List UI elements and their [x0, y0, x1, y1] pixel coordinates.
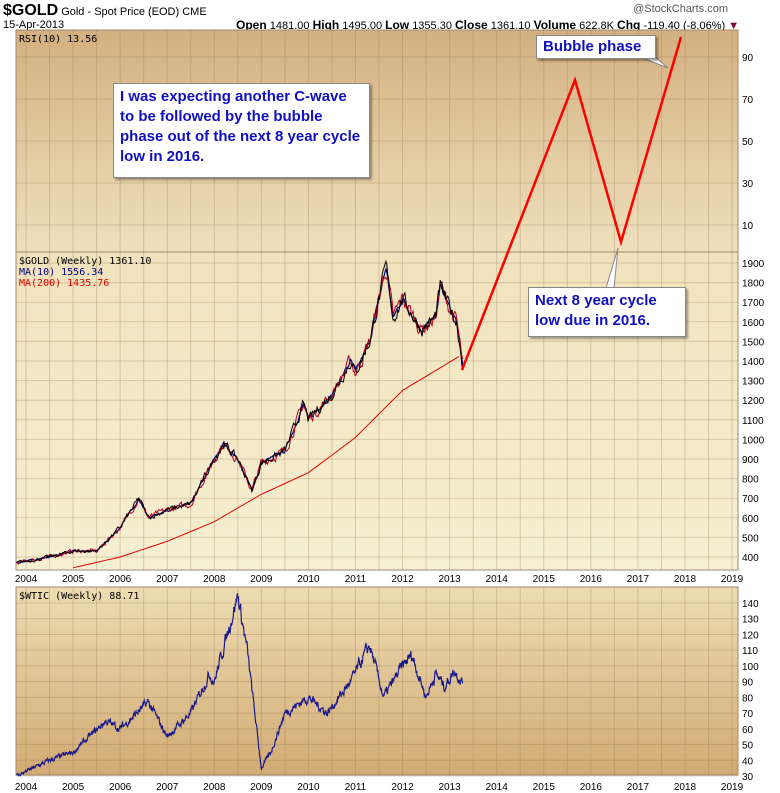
y-tick-label: 1800: [742, 279, 765, 290]
x-tick-label: 2008: [203, 574, 226, 585]
y-tick-label: 1000: [742, 435, 765, 446]
y-tick-label: 70: [742, 709, 754, 720]
x-tick-label: 2012: [391, 782, 414, 793]
x-tick-label: 2004: [15, 782, 38, 793]
y-tick-label: 30: [742, 179, 754, 190]
x-tick-label: 2017: [627, 782, 650, 793]
y-tick-label: 500: [742, 533, 759, 544]
y-tick-label: 40: [742, 756, 754, 767]
projection-line: [460, 36, 683, 371]
x-tick-label: 2019: [721, 574, 744, 585]
x-tick-label: 2010: [297, 782, 320, 793]
x-tick-label: 2008: [203, 782, 226, 793]
y-tick-label: 1600: [742, 318, 765, 329]
y-tick-label: 60: [742, 725, 754, 736]
y-tick-label: 1900: [742, 259, 765, 270]
x-tick-label: 2010: [297, 574, 320, 585]
y-tick-label: 140: [742, 599, 759, 610]
rsi-label: RSI(10) 13.56: [19, 34, 97, 45]
y-tick-label: 10: [742, 221, 754, 232]
y-tick-label: 1700: [742, 298, 765, 309]
low-callout: Next 8 year cycle low due in 2016.: [528, 287, 686, 337]
x-tick-label: 2013: [439, 782, 462, 793]
y-tick-label: 120: [742, 630, 759, 641]
x-tick-label: 2016: [580, 782, 603, 793]
ma200-line: [72, 356, 460, 569]
y-tick-label: 50: [742, 137, 754, 148]
y-tick-label: 30: [742, 772, 754, 783]
x-tick-label: 2009: [250, 782, 273, 793]
main-callout: I was expecting another C-wave to be fol…: [113, 83, 370, 178]
x-tick-label: 2006: [109, 574, 132, 585]
y-tick-label: 90: [742, 678, 754, 689]
x-tick-label: 2015: [533, 782, 556, 793]
chart-date: 15-Apr-2013: [3, 19, 65, 31]
x-tick-label: 2011: [345, 574, 367, 585]
y-tick-label: 1400: [742, 357, 765, 368]
y-tick-label: 800: [742, 475, 759, 486]
copyright: @StockCharts.com: [633, 3, 728, 15]
x-tick-label: 2014: [486, 782, 509, 793]
bubble-callout: Bubble phase: [536, 35, 656, 59]
gold-label: $GOLD (Weekly) 1361.10: [19, 256, 151, 267]
ma10-legend: MA(10) 1556.34: [19, 267, 103, 278]
x-tick-label: 2018: [674, 782, 697, 793]
y-tick-label: 130: [742, 615, 759, 626]
x-tick-label: 2017: [627, 574, 650, 585]
x-tick-label: 2009: [250, 574, 273, 585]
x-tick-label: 2014: [486, 574, 509, 585]
y-tick-label: 1200: [742, 396, 765, 407]
wtic-label: $WTIC (Weekly) 88.71: [19, 591, 139, 602]
y-tick-label: 1300: [742, 377, 765, 388]
y-tick-label: 100: [742, 662, 759, 673]
y-tick-label: 900: [742, 455, 759, 466]
x-tick-label: 2012: [391, 574, 414, 585]
y-tick-label: 400: [742, 553, 759, 564]
x-tick-label: 2018: [674, 574, 697, 585]
x-tick-label: 2004: [15, 574, 38, 585]
chart-title: $GOLD Gold - Spot Price (EOD) CME: [3, 2, 207, 19]
quote-bar: Open 1481.00 High 1495.00 Low 1355.30 Cl…: [236, 18, 740, 32]
y-tick-label: 50: [742, 741, 754, 752]
down-arrow-icon: ▼: [728, 20, 740, 32]
y-tick-label: 700: [742, 494, 759, 505]
y-tick-label: 110: [742, 646, 758, 657]
wtic-line: [16, 593, 464, 777]
y-tick-label: 600: [742, 514, 759, 525]
y-tick-label: 80: [742, 693, 754, 704]
y-tick-label: 90: [742, 53, 754, 64]
x-tick-label: 2006: [109, 782, 132, 793]
x-tick-label: 2007: [156, 574, 179, 585]
x-tick-label: 2005: [62, 782, 85, 793]
x-tick-label: 2011: [345, 782, 367, 793]
wtic-panel: [15, 586, 739, 776]
price-line: [16, 259, 464, 563]
y-tick-label: 1100: [742, 416, 764, 427]
x-tick-label: 2007: [156, 782, 179, 793]
x-tick-label: 2015: [533, 574, 556, 585]
x-tick-label: 2019: [721, 782, 744, 793]
x-tick-label: 2016: [580, 574, 603, 585]
x-tick-label: 2005: [62, 574, 85, 585]
x-tick-label: 2013: [439, 574, 462, 585]
y-tick-label: 70: [742, 95, 754, 106]
ma200-legend: MA(200) 1435.76: [19, 278, 109, 289]
y-tick-label: 1500: [742, 337, 765, 348]
